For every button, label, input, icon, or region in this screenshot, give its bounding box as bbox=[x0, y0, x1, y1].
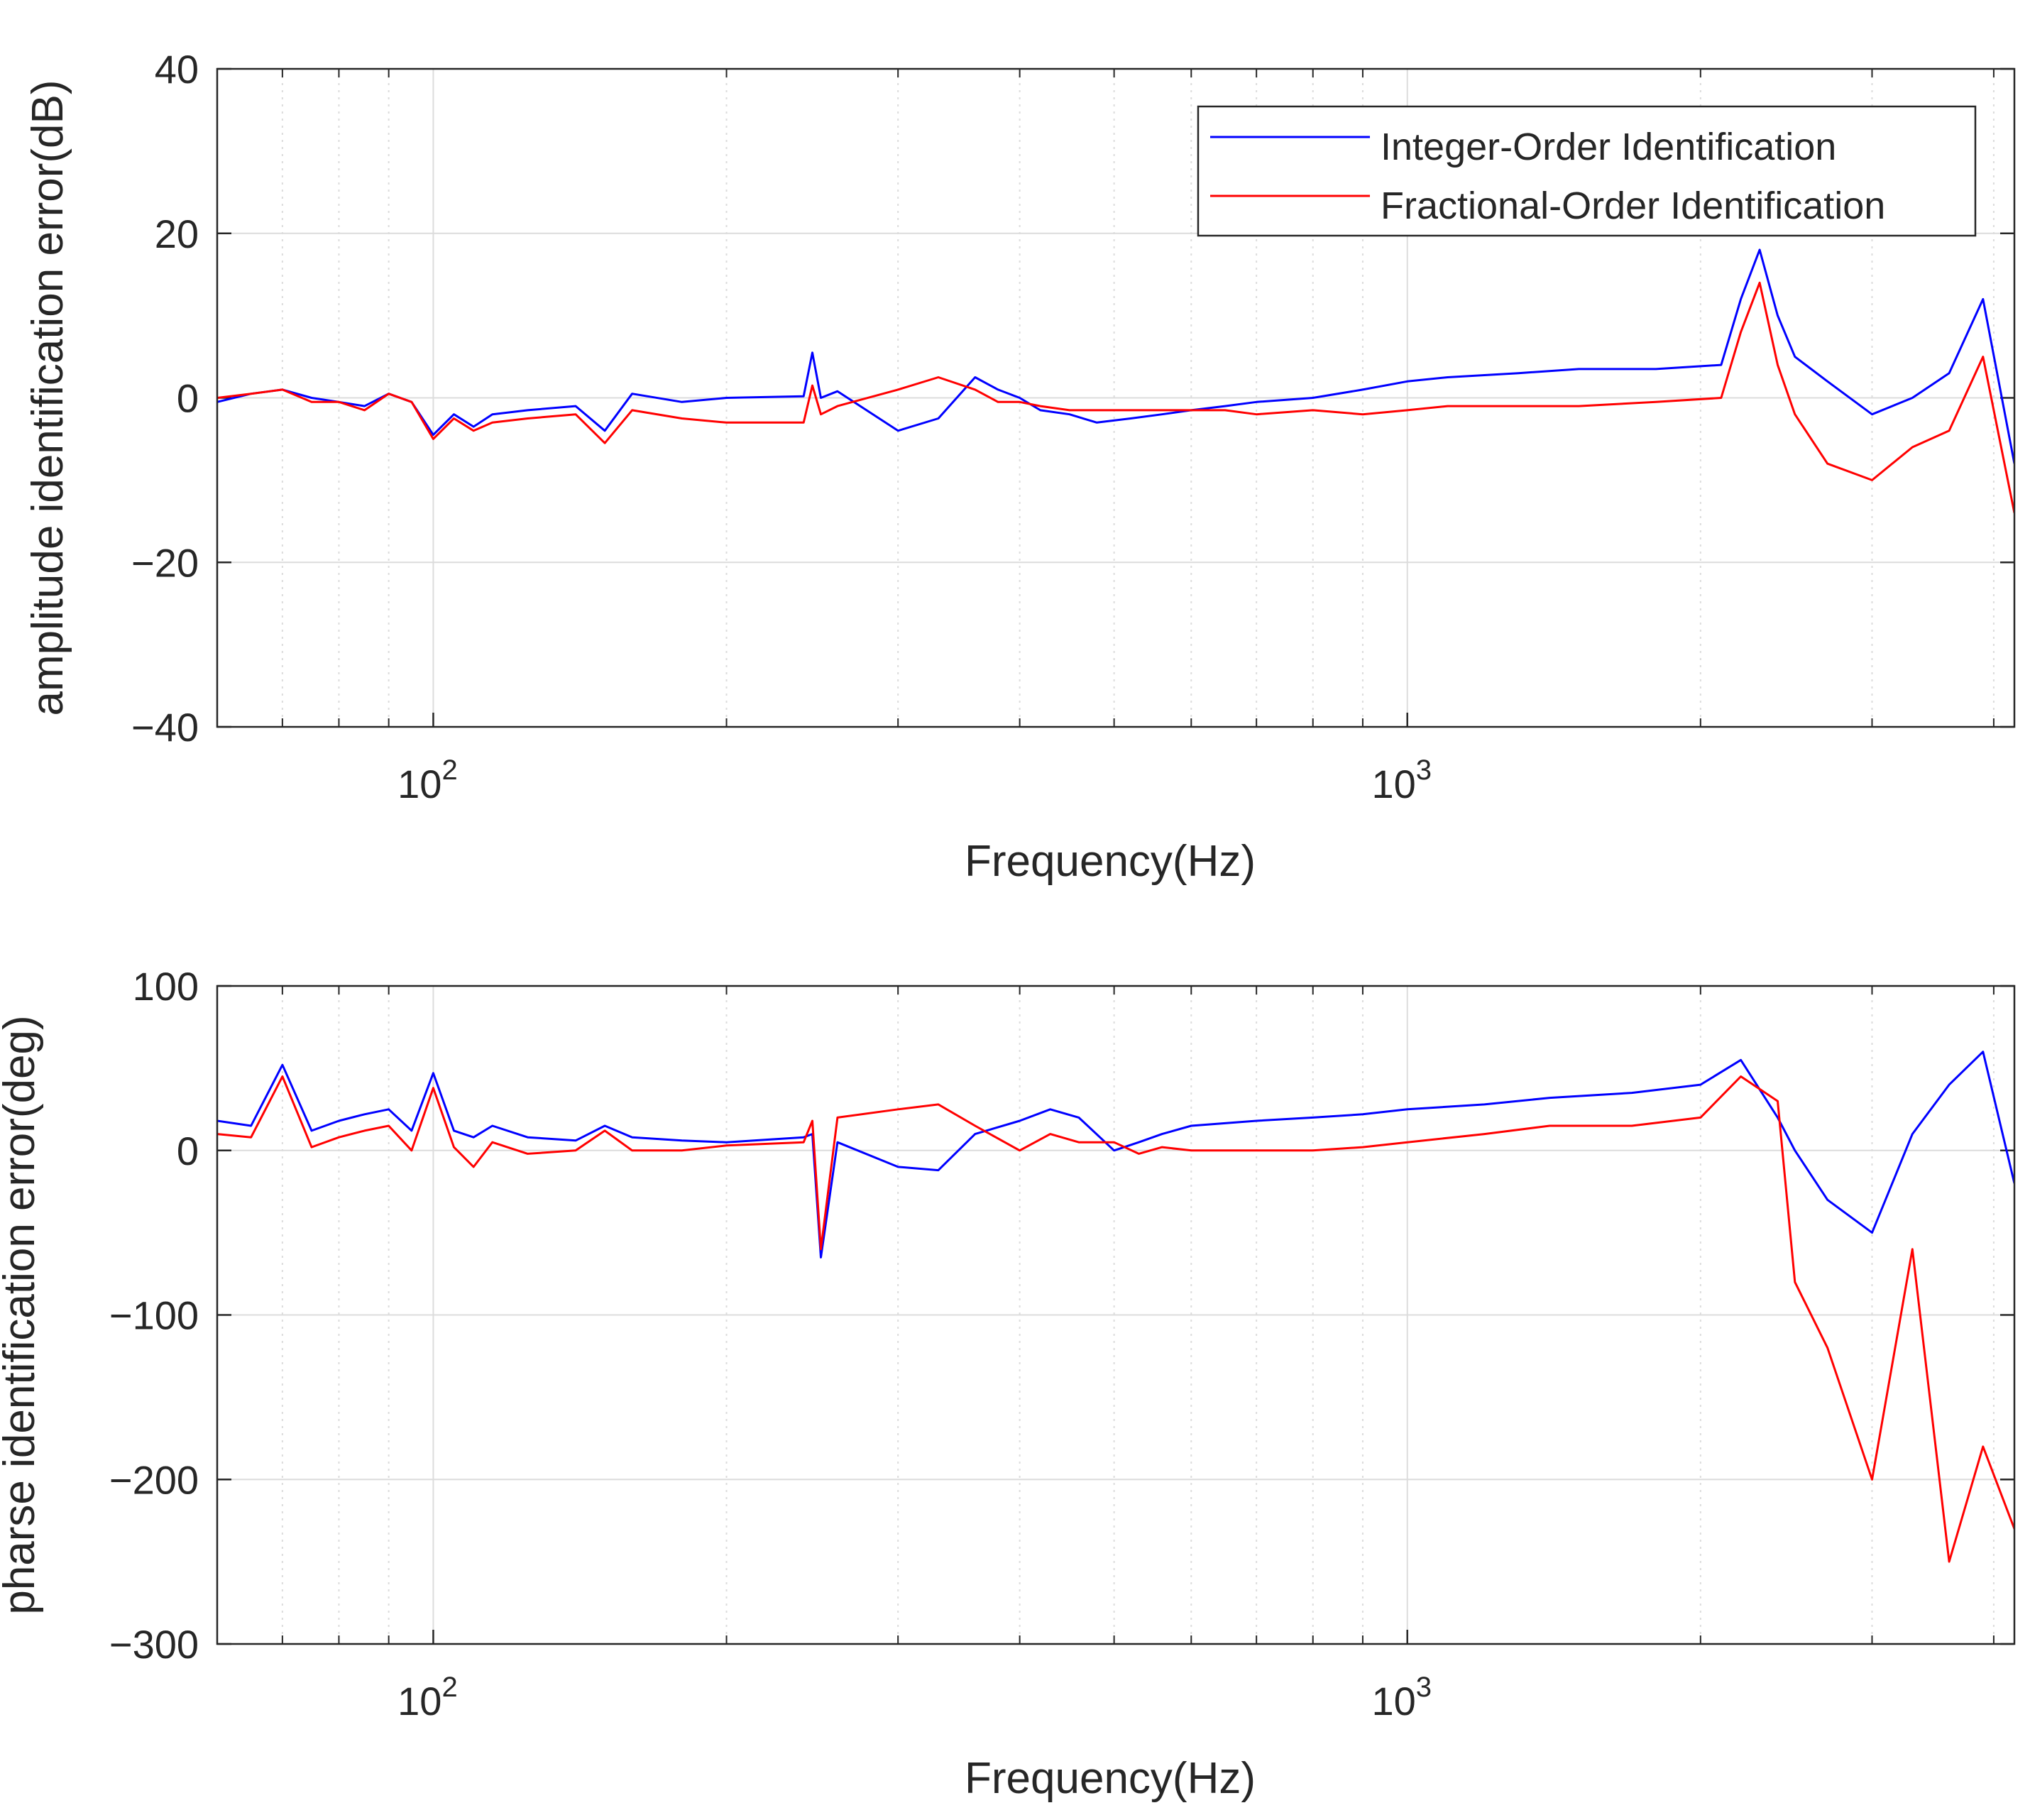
integer-order-series-line bbox=[217, 248, 2014, 464]
y-tick-label: 0 bbox=[177, 1129, 199, 1173]
amplitude-error-plot: 102 103 40 20 0 −20 −40 Frequency(Hz) amplitude … bbox=[23, 47, 2016, 886]
y-tick-label: −200 bbox=[109, 1457, 199, 1502]
y-tick-label: 40 bbox=[155, 47, 199, 92]
x-axis-label: Frequency(Hz) bbox=[965, 1754, 1256, 1803]
x-tick-label: 102 bbox=[397, 755, 458, 806]
legend-fractional-label: Fractional-Order Identification bbox=[1381, 185, 1885, 227]
y-tick-label: 20 bbox=[155, 212, 199, 256]
axes-frame bbox=[216, 67, 2016, 728]
legend-box bbox=[1197, 105, 1977, 237]
x-tick-label: 103 bbox=[1371, 755, 1432, 806]
y-tick-label: 0 bbox=[177, 376, 199, 421]
y-tick-label: −300 bbox=[109, 1622, 199, 1667]
integer-order-series-line bbox=[217, 1051, 2014, 1259]
x-axis-label: Frequency(Hz) bbox=[965, 837, 1256, 886]
y-axis-label: pharse identification error(deg) bbox=[0, 1015, 44, 1614]
fractional-order-series-line bbox=[217, 1075, 2014, 1563]
phase-error-plot: 102 103 100 0 −100 −200 −300 Frequency(Hz) phars… bbox=[0, 964, 2016, 1803]
x-tick-label: 102 bbox=[397, 1672, 458, 1723]
y-axis-label: amplitude identification error(dB) bbox=[23, 80, 72, 716]
axes-frame bbox=[216, 985, 2016, 1645]
legend: Integer-Order Identification Fractional-… bbox=[1197, 105, 1977, 237]
y-tick-label: −40 bbox=[131, 705, 199, 750]
y-tick-label: −20 bbox=[131, 540, 199, 585]
fractional-order-series-line bbox=[217, 281, 2014, 513]
legend-integer-label: Integer-Order Identification bbox=[1381, 126, 1836, 168]
y-tick-label: −100 bbox=[109, 1293, 199, 1338]
x-tick-label: 103 bbox=[1371, 1672, 1432, 1723]
y-tick-label: 100 bbox=[133, 964, 199, 1009]
